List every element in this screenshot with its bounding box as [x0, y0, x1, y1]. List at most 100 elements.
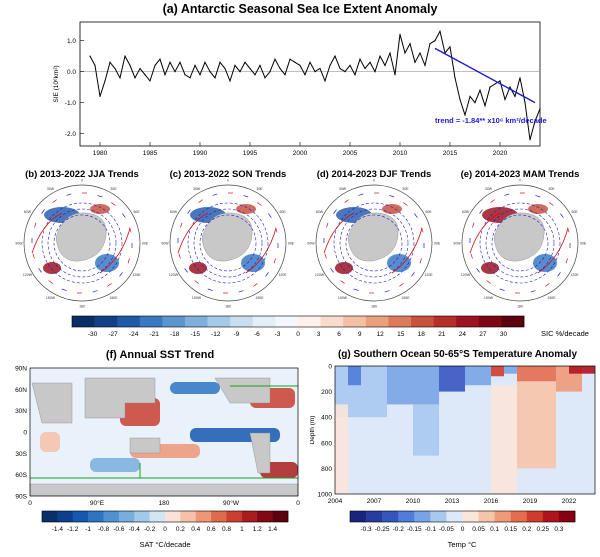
chart-a-xtick-label: 2020 [493, 150, 508, 157]
polar-wind-vector [545, 283, 550, 287]
polar-lon-label: 150E [109, 296, 118, 300]
polar-lon-label: 60W [24, 210, 32, 214]
polar-lon-label: 90W [15, 242, 23, 246]
chart-a: 1.0 0.0 -1.0 -2.0 1980 1985 1990 1995 2000 2005 20… [53, 21, 547, 157]
chart-a-title: (a) Antarctic Seasonal Sea Ice Extent An… [162, 2, 438, 16]
polar-wind-vector [52, 199, 57, 203]
polar-contour-red [177, 212, 277, 274]
sic-colorbar-tick: -27 [108, 331, 118, 338]
polar-wind-vector [257, 202, 262, 206]
chart-a-point [124, 55, 126, 57]
polar-lon-label: 30W [485, 187, 493, 191]
polar-sic-patch [241, 254, 265, 272]
sst-colorbar-tick: 0.4 [191, 526, 200, 533]
polar-lon-label: 0 [227, 179, 229, 183]
chart-a-ytick-label: 1.0 [67, 38, 76, 45]
polar-wind-vector [187, 209, 191, 214]
chart-a-xtick-label: 2000 [293, 150, 308, 157]
sst-colorbar-tick: 1.2 [253, 526, 262, 533]
polar-sic-patch [95, 254, 119, 272]
chart-a-point [334, 55, 336, 57]
sic-colorbar-swatch [478, 316, 502, 327]
chart-a-point [349, 64, 351, 66]
polar-wind-vector [499, 288, 505, 291]
sst-colorbar-tick: -1.2 [67, 526, 79, 533]
polar-wind-vector [530, 290, 536, 293]
chart-a-point [154, 64, 156, 66]
chart-a-point [144, 74, 146, 76]
polar-lon-label: 150E [255, 296, 264, 300]
polar-wind-vector [122, 213, 126, 218]
polar-contour-blue [53, 214, 111, 272]
chart-f-land [84, 377, 156, 419]
sic-colorbar-swatch [298, 316, 321, 327]
sic-colorbar-swatch [162, 316, 186, 327]
polar-panel-title: (c) 2013-2022 SON Trends [170, 169, 287, 180]
sst-colorbar-swatch [103, 511, 120, 522]
chart-a-point [469, 95, 471, 97]
sic-colorbar-tick: -24 [129, 331, 139, 338]
sic-colorbar-tick: -30 [88, 331, 98, 338]
chart-a-point [229, 80, 231, 82]
chart-a-point [329, 64, 331, 66]
sst-colorbar-swatch [241, 511, 258, 522]
chart-f-ytick-label: 60N [15, 387, 27, 394]
polar-lon-label: 0 [373, 179, 375, 183]
sic-colorbar-tick: -15 [191, 331, 201, 338]
sic-colorbar-swatch [433, 316, 457, 327]
chart-f-land [31, 382, 73, 424]
polar-wind-vector [38, 268, 42, 273]
polar-contour-red [31, 212, 131, 274]
sst-colorbar-tick: -1.4 [52, 526, 64, 533]
polar-wind-vector [129, 227, 132, 233]
polar-lon-label: 30W [339, 187, 347, 191]
polar-lon-label: 0 [519, 179, 521, 183]
chart-a-point [319, 67, 321, 70]
polar-wind-vector [127, 258, 130, 264]
sst-colorbar-swatch [88, 511, 104, 522]
chart-a-point [439, 30, 441, 32]
temp-colorbar-tick: 0.05 [472, 526, 485, 533]
sic-colorbar-swatch [230, 316, 254, 327]
temp-colorbar-swatch [558, 511, 576, 522]
polar-wind-vector [32, 253, 35, 259]
polar-wind-vector [340, 280, 345, 284]
chart-g-xtick-label: 2019 [523, 498, 538, 505]
chart-a-point [174, 71, 176, 73]
polar-lon-label: 90W [161, 242, 169, 246]
chart-a-point [94, 64, 96, 66]
sic-colorbar-swatch [94, 316, 118, 327]
chart-a-point [294, 61, 296, 63]
temp-colorbar-swatch [350, 511, 367, 522]
chart-a-point [114, 67, 116, 70]
chart-a-point [524, 102, 526, 104]
chart-f-ytick-label: 30S [15, 451, 27, 458]
sic-colorbar-tick: -6 [254, 331, 260, 338]
sst-colorbar-swatch [57, 511, 74, 522]
polar-contour-red [323, 212, 423, 274]
chart-a-point [459, 98, 461, 101]
polar-antarctica [493, 212, 545, 262]
sic-colorbar-swatch [411, 316, 434, 327]
temp-colorbar-swatch [414, 511, 431, 522]
polar-sic-patch [189, 262, 207, 274]
sic-colorbar-swatch [501, 316, 525, 327]
chart-a-point [189, 77, 191, 79]
chart-a-point [389, 52, 391, 54]
polar-lon-label: 90E [288, 242, 295, 246]
polar-lon-label: 150W [338, 296, 348, 300]
polar-contour-blue [47, 208, 117, 278]
chart-a-point [109, 61, 111, 63]
chart-f-frame [29, 367, 299, 497]
polar-lon-label: 150W [46, 296, 56, 300]
chart-g-cell [491, 385, 517, 494]
polar-wind-vector [535, 195, 541, 198]
polar-wind-vector [330, 268, 334, 273]
chart-a-point [354, 74, 356, 76]
polar-lon-label: 30W [47, 187, 55, 191]
temp-colorbar-swatch [398, 511, 415, 522]
temp-colorbar-label: Temp °C [448, 540, 477, 549]
chart-a-point [309, 61, 311, 63]
polar-wind-vector [490, 199, 495, 203]
